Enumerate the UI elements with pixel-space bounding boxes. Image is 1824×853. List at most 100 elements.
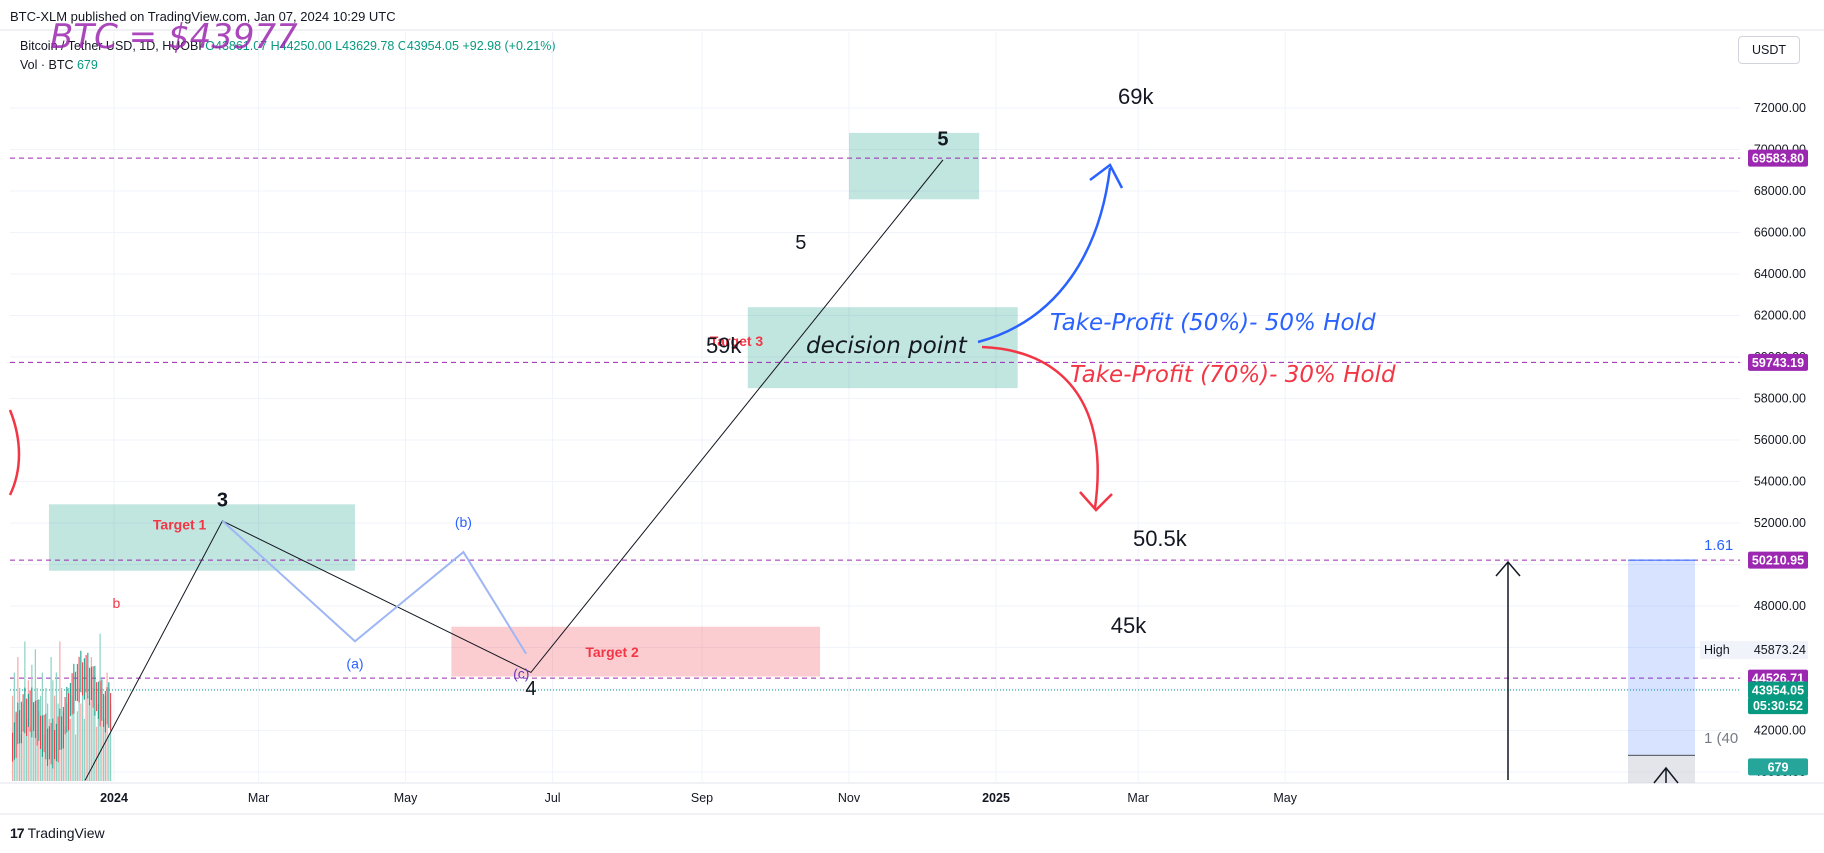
price-axis-tick: 66000.00 [1754, 226, 1806, 240]
target-zone[interactable] [451, 626, 821, 677]
volume-bar [96, 726, 98, 781]
volume-bar [20, 734, 22, 781]
bullish-arrow-icon[interactable] [977, 167, 1112, 344]
price-tag[interactable] [1748, 551, 1808, 569]
volume-bar [92, 688, 94, 781]
volume-legend[interactable]: Vol · BTC 679 [20, 58, 98, 72]
elliott-wave-path[interactable] [84, 159, 944, 781]
corrective-wave-path[interactable] [221, 520, 527, 655]
price-axis-tick: 52000.00 [1754, 516, 1806, 530]
tradingview-footer[interactable]: 17 TradingView [10, 825, 105, 841]
price-tag-label: 59743.19 [1752, 356, 1804, 370]
tradingview-brand: TradingView [27, 825, 105, 841]
price-tag-label: 43954.05 [1752, 683, 1804, 697]
volume-bar [110, 703, 112, 781]
wave-label: 5 [937, 128, 948, 150]
time-axis-tick: 2024 [100, 791, 128, 805]
time-axis-tick: Nov [838, 791, 861, 805]
publisher-label: BTC-XLM published on TradingView.com, Ja… [10, 9, 396, 24]
volume-value: 679 [76, 58, 98, 72]
take-profit-up-label: Take-Profit (50%)- 50% Hold [1050, 310, 1376, 336]
zone-label: Target 3 [710, 333, 764, 349]
price-axis-tick: 48000.00 [1754, 599, 1806, 613]
fib-base-box [1628, 755, 1695, 783]
price-axis-tick: 54000.00 [1754, 475, 1806, 489]
fib-ratio-label: 1.61 [1704, 537, 1733, 554]
price-annotation: 45k [1111, 613, 1147, 638]
price-tag[interactable] [1748, 149, 1808, 167]
price-tag-label: 50210.95 [1752, 554, 1804, 568]
overlay-handwritten-text: BTC = $43977 [50, 17, 298, 57]
price-axis-tick: 56000.00 [1754, 433, 1806, 447]
volume-bar [97, 703, 99, 781]
price-tag[interactable] [1748, 681, 1808, 699]
volume-bar [69, 719, 71, 781]
wave-label: 5 [795, 232, 806, 254]
ohlc-values: O43861.07 H44250.00 L43629.78 C43954.05 [205, 39, 459, 53]
time-axis-tick: May [394, 791, 418, 805]
volume-bar [71, 695, 73, 781]
wave-label: 3 [217, 489, 228, 511]
price-tag-label: 05:30:52 [1753, 699, 1803, 713]
volume-bar [106, 672, 108, 781]
volume-bar [104, 695, 106, 781]
fib-base-label: 1 (40 [1704, 730, 1738, 747]
volume-bar [87, 695, 89, 781]
wave-label: 4 [525, 678, 536, 700]
zone-label: Target 1 [153, 516, 207, 532]
time-axis-tick: Sep [691, 791, 713, 805]
time-axis-tick: Mar [1127, 791, 1149, 805]
price-annotation: 69k [1118, 84, 1154, 109]
wave-label: (b) [455, 514, 472, 530]
price-axis-tick: 64000.00 [1754, 267, 1806, 281]
volume-bar [75, 734, 77, 781]
currency-button[interactable]: USDT [1738, 36, 1800, 64]
decision-point-label: decision point [806, 333, 968, 359]
price-axis-tick: 42000.00 [1754, 724, 1806, 738]
small-arrow-icon [1653, 766, 1679, 784]
zone-label: Target 2 [585, 644, 639, 660]
price-annotation: 50.5k [1133, 526, 1188, 551]
volume-bar [80, 703, 82, 781]
volume-bar [82, 680, 84, 781]
volume-bar [64, 726, 66, 781]
take-profit-down-label: Take-Profit (70%)- 30% Hold [1070, 362, 1396, 388]
volume-bar [78, 688, 80, 781]
target-zone[interactable] [48, 504, 355, 571]
bearish-arrow-icon[interactable] [981, 345, 1099, 509]
price-tag[interactable] [1748, 758, 1808, 776]
volume-bar [27, 680, 29, 781]
red-arc-mark [8, 409, 21, 496]
volume-bar [89, 703, 91, 781]
symbol-name[interactable]: Bitcoin / Tether USD, 1D, HUOBI [20, 39, 202, 53]
volume-bar [73, 672, 75, 781]
price-axis-tick: 68000.00 [1754, 184, 1806, 198]
price-axis-tick: 72000.00 [1754, 101, 1806, 115]
price-tag-label: 679 [1768, 760, 1789, 774]
wave-label: (a) [346, 655, 363, 671]
volume-bar [26, 719, 28, 781]
wave-label: (c) [513, 666, 529, 682]
fib-extension-box[interactable] [1628, 560, 1695, 756]
high-tag [1700, 641, 1808, 660]
time-axis-tick: May [1273, 791, 1297, 805]
price-axis-tick: 62000.00 [1754, 309, 1806, 323]
volume-bar [108, 734, 110, 781]
volume-bar [101, 688, 103, 781]
price-tag-label: 69583.80 [1752, 152, 1804, 166]
target-zone[interactable] [849, 132, 980, 200]
symbol-legend[interactable]: Bitcoin / Tether USD, 1D, HUOBI O43861.0… [20, 39, 556, 53]
target-zone[interactable] [747, 307, 1018, 389]
bullish-arrowhead-icon [1089, 163, 1124, 189]
volume-bar [90, 657, 92, 781]
price-tag[interactable] [1748, 697, 1808, 715]
time-axis-tick: 2025 [982, 791, 1010, 805]
volume-bar [33, 703, 35, 781]
volume-bar [50, 657, 52, 781]
price-tag[interactable] [1748, 353, 1808, 371]
volume-label: Vol · BTC [20, 58, 74, 72]
price-change: +92.98 (+0.21%) [462, 39, 556, 53]
volume-bar [68, 688, 70, 781]
volume-bar [38, 711, 40, 781]
